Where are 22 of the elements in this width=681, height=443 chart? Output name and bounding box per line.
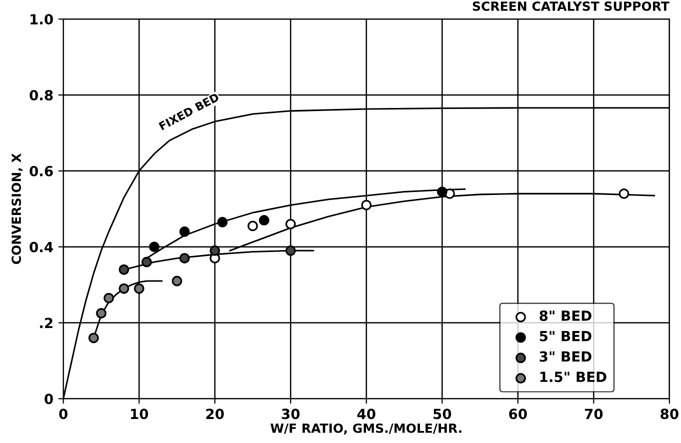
y-tick-label: 0.6: [30, 166, 53, 176]
x-tick-label: 80: [660, 408, 678, 420]
y-tick-label: 0: [44, 394, 53, 404]
y-tick-label: 1.0: [30, 14, 53, 25]
x-tick-label: 10: [130, 408, 148, 420]
x-tick-label: 50: [434, 408, 452, 420]
y-tick-label: .2: [40, 318, 52, 328]
legend-label: 5" BED: [540, 331, 592, 342]
y-tick-label: 0.4: [30, 242, 53, 252]
y-tick-label: 0.8: [30, 90, 53, 100]
legend-label: 8" BED: [540, 310, 592, 321]
x-tick-label: 0: [59, 408, 68, 420]
x-axis-title: W/F RATIO, GMS./MOLE/HR.: [270, 423, 462, 435]
x-tick-label: 20: [206, 408, 224, 420]
y-axis-title: CONVERSION, X: [12, 153, 23, 264]
chart-title: SCREEN CATALYST SUPPORT: [472, 1, 670, 11]
x-tick-label: 30: [282, 408, 300, 420]
x-tick-label: 60: [509, 408, 527, 420]
legend-label: 1.5" BED: [540, 372, 606, 382]
x-tick-label: 70: [584, 408, 603, 420]
x-tick-label: 40: [357, 408, 376, 420]
legend-label: 3" BED: [540, 351, 592, 362]
